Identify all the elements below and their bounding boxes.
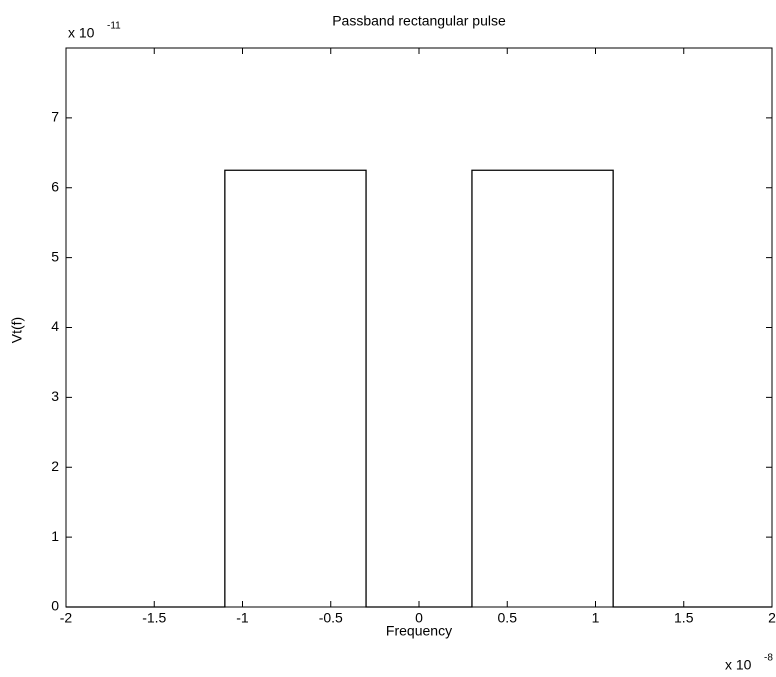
x-axis-label: Frequency bbox=[386, 623, 452, 639]
data-line bbox=[66, 169, 772, 608]
x-tick-label: 2 bbox=[768, 610, 776, 626]
x-exponent-power: -8 bbox=[764, 653, 773, 664]
x-tick-label: 0 bbox=[415, 610, 423, 626]
y-tick-label: 5 bbox=[51, 248, 59, 264]
chart-title: Passband rectangular pulse bbox=[332, 13, 506, 29]
x-tick-label: -1 bbox=[236, 610, 249, 626]
y-tick-label: 4 bbox=[51, 318, 59, 334]
x-tick-label: -0.5 bbox=[319, 610, 343, 626]
y-axis-label: Vt(f) bbox=[9, 317, 25, 343]
y-exponent-power: -11 bbox=[107, 21, 121, 32]
x-tick-label: -2 bbox=[60, 610, 73, 626]
y-tick-label: 0 bbox=[51, 598, 59, 614]
y-tick-label: 3 bbox=[51, 388, 59, 404]
y-tick-label: 2 bbox=[51, 458, 59, 474]
x-tick-label: 1.5 bbox=[674, 610, 694, 626]
x-tick-label: 0.5 bbox=[498, 610, 518, 626]
y-tick-label: 7 bbox=[51, 109, 59, 125]
y-tick-label: 1 bbox=[51, 528, 59, 544]
y-tick-label: 6 bbox=[51, 178, 59, 194]
plot-box bbox=[65, 47, 773, 608]
x-exponent-base: x 10 bbox=[725, 657, 752, 673]
x-tick-label: -1.5 bbox=[142, 610, 166, 626]
x-tick-label: 1 bbox=[592, 610, 600, 626]
y-exponent-base: x 10 bbox=[68, 25, 95, 41]
